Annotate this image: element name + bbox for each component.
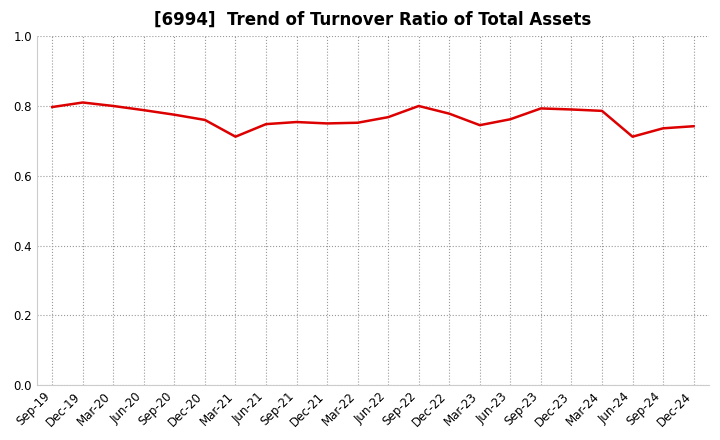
Title: [6994]  Trend of Turnover Ratio of Total Assets: [6994] Trend of Turnover Ratio of Total … (154, 11, 592, 29)
